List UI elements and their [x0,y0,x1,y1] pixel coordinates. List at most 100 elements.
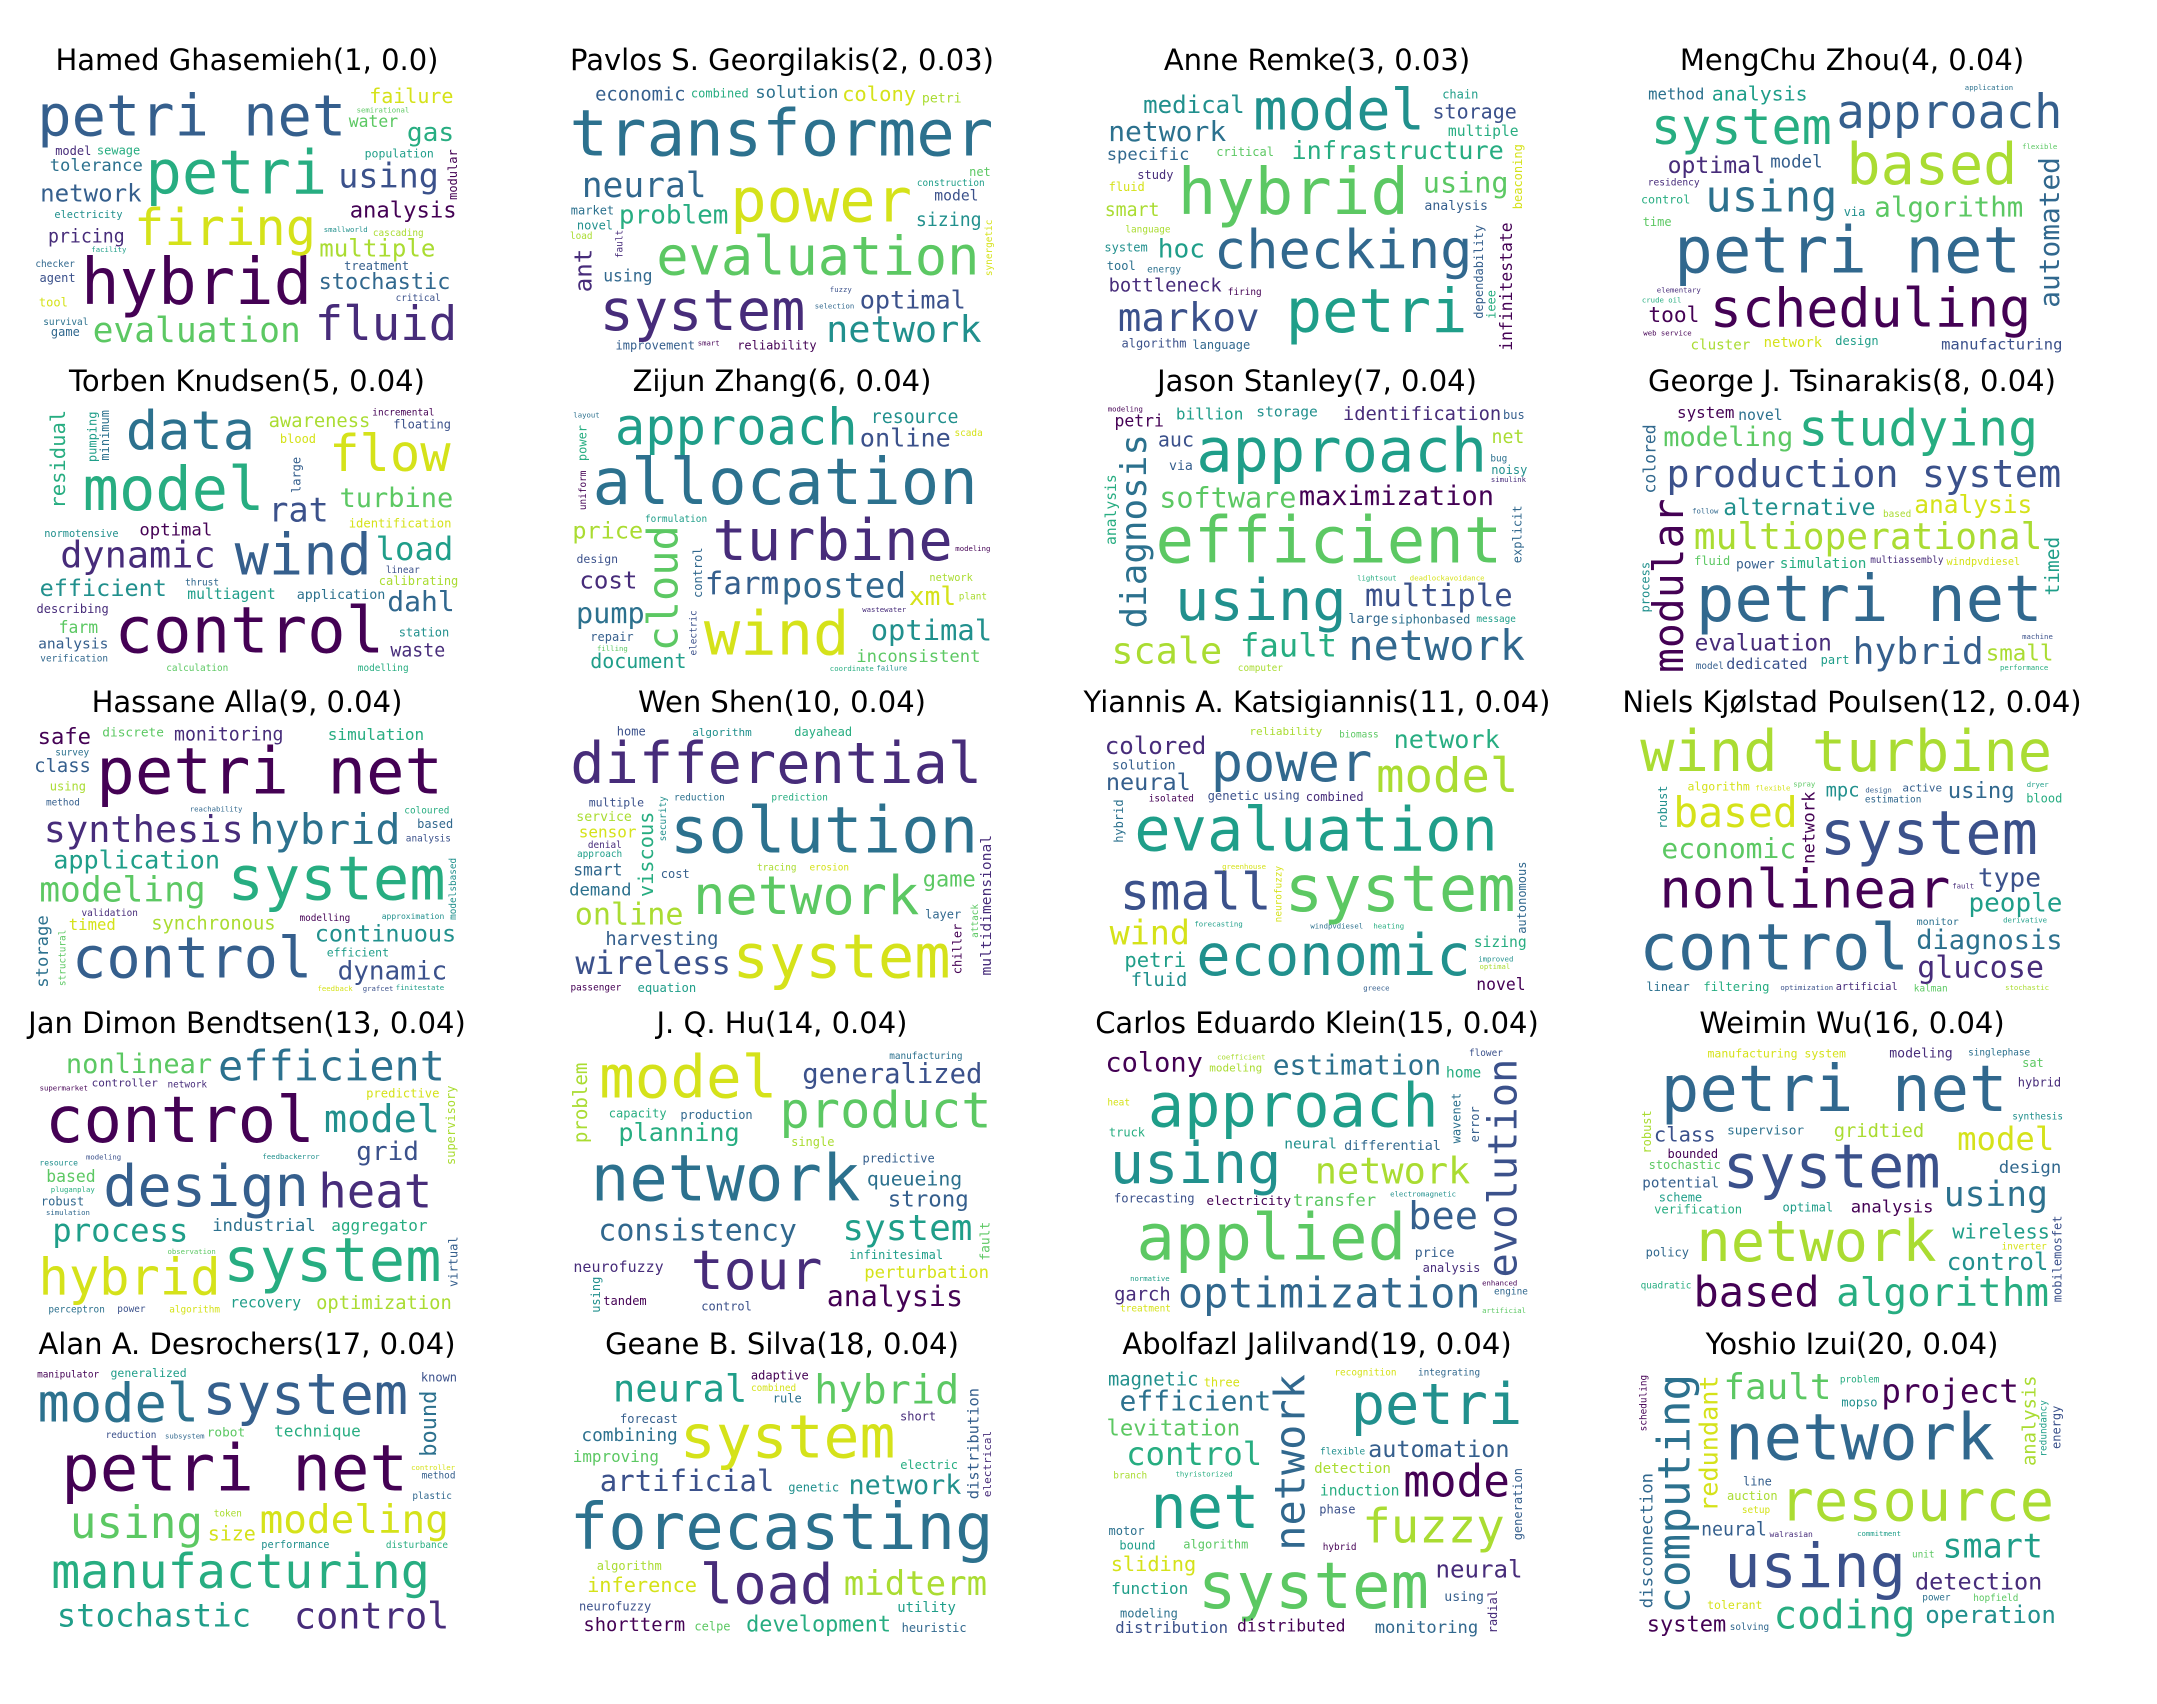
wordcloud-word: distribution [964,1388,982,1499]
wordcloud-word: firing [1228,287,1262,298]
wordcloud-panel: Hamed Ghasemieh(1, 0.0) hybrid petri petri … [12,40,482,358]
wordcloud-word: reachability [190,805,243,814]
wordcloud-panel: Geane B. Silva(18, 0.04) forecasting syste… [547,1324,1017,1642]
wordcloud: control system design efficient hybrid heat no… [32,1045,462,1317]
wordcloud-word: token [214,1509,242,1520]
wordcloud-word: system [228,845,446,915]
wordcloud-word: facility [91,245,127,254]
wordcloud-word: wavenet [1449,1093,1463,1144]
wordcloud-word: analysis [1712,83,1808,106]
wordcloud-word: demand [569,881,631,901]
wordcloud-word: fault [1240,626,1337,664]
wordcloud-word: posted [781,567,906,607]
wordcloud-word: critical [1216,145,1274,159]
wordcloud-word: water [349,112,398,131]
wordcloud-word: network [1764,335,1823,351]
wordcloud-word: harvesting [605,929,718,950]
wordcloud: petri net system network based algorithm usin… [1637,1045,2067,1317]
panel-title: Yoshio Izui(20, 0.04) [1705,1327,1999,1361]
wordcloud-panel: George J. Tsinarakis(8, 0.04) petri net pr… [1617,361,2087,679]
wordcloud-word: cascading [373,228,424,239]
wordcloud-word: tool [39,296,68,310]
wordcloud-word: chiller [950,924,964,975]
wordcloud-word: hybrid [814,1368,959,1414]
wordcloud-word: flower [1469,1048,1503,1059]
wordcloud: petri net production system multioperation… [1637,403,2067,675]
wordcloud-word: filtering [1703,980,1769,994]
panel-title: Zijun Zhang(6, 0.04) [632,364,932,398]
wordcloud-word: network [591,1143,861,1217]
wordcloud: system net petri network fuzzy mode control aut… [1102,1366,1532,1638]
wordcloud-panel: Jason Stanley(7, 0.04) efficient approach u… [1082,361,1552,679]
wordcloud-word: analysis [1103,474,1120,545]
wordcloud-word: petri net [96,736,443,810]
wordcloud-word: consistency [598,1213,797,1248]
wordcloud-word: online [860,424,951,453]
wordcloud-panel: Yiannis A. Katsigiannis(11, 0.04) system e… [1082,682,1552,1000]
panel-title: Carlos Eduardo Klein(15, 0.04) [1095,1006,1539,1040]
wordcloud-word: synchronous [151,913,275,934]
wordcloud-word: survival [43,317,88,328]
wordcloud-word: layout [573,411,599,420]
wordcloud-word: strong [888,1187,969,1213]
wordcloud-word: feedbackerror [262,1152,320,1161]
wordcloud-word: electric [900,1458,958,1472]
wordcloud-word: deadlockavoidance [1410,573,1485,582]
wordcloud-word: inference [587,1573,697,1597]
wordcloud-word: capacity [609,1107,667,1121]
wordcloud-word: solution [755,83,838,103]
wordcloud-panel: Alan A. Desrochers(17, 0.04) petri net man… [12,1324,482,1642]
wordcloud-word: manufacturing [51,1544,430,1600]
wordcloud-word: subsystem [165,1431,205,1440]
wordcloud-word: walrasian [1770,1530,1814,1539]
wordcloud-word: analysis [350,198,457,224]
wordcloud-word: combined [1306,790,1364,804]
wordcloud-word: network [1108,115,1226,148]
panel-title: Jan Dimon Bendtsen(13, 0.04) [28,1006,466,1040]
wordcloud-word: auc [1158,428,1194,452]
wordcloud-word: neural [1701,1520,1767,1541]
wordcloud-word: identification [349,517,452,531]
wordcloud-word: short [900,1409,936,1423]
wordcloud-word: synergetic [984,220,995,276]
wordcloud-word: generation [1511,1468,1525,1540]
wordcloud-word: explicit [1511,505,1525,563]
panel-title: Abolfazl Jalilvand(19, 0.04) [1122,1327,1512,1361]
wordcloud-word: garch [1114,1285,1171,1306]
wordcloud-word: model [599,1045,777,1112]
wordcloud-word: energy [2050,1406,2064,1449]
wordcloud-word: petri [922,91,962,106]
wordcloud: control system wind turbine nonlinear diagno… [1637,724,2067,996]
wordcloud-word: multidimensional [978,835,995,976]
wordcloud-word: network [1394,725,1500,754]
wordcloud-word: synthesis [44,808,244,851]
wordcloud-word: fluid [315,297,457,352]
wordcloud-word: failure [876,664,907,673]
wordcloud-word: modeling [39,871,206,911]
wordcloud-word: siphonbased [1391,612,1470,626]
wordcloud-word: residual [46,410,70,509]
wordcloud-word: optimization [316,1293,452,1314]
wordcloud-word: load [570,231,593,242]
wordcloud-word: based [1673,789,1798,837]
wordcloud-word: bus [1503,408,1525,422]
wordcloud-word: performance [261,1539,329,1551]
wordcloud-word: feedback [318,984,354,993]
wordcloud-word: net [1150,1473,1259,1543]
wordcloud-word: blood [2026,792,2062,806]
wordcloud-word: using [338,156,439,195]
wordcloud-word: applied [1136,1201,1406,1275]
wordcloud-word: optimal [1480,962,1511,971]
wordcloud-word: market [571,204,614,218]
wordcloud-word: optimization [1178,1269,1481,1318]
wordcloud-word: using [1264,789,1300,803]
wordcloud-word: production system [1666,452,2061,497]
wordcloud-word: neurofuzzy [573,1258,663,1276]
wordcloud-word: modeling [86,1153,121,1162]
wordcloud-word: study [1137,168,1173,182]
wordcloud-word: chain [1442,88,1478,102]
wordcloud-word: studying [1798,403,2038,457]
wordcloud-word: smart [698,338,720,347]
